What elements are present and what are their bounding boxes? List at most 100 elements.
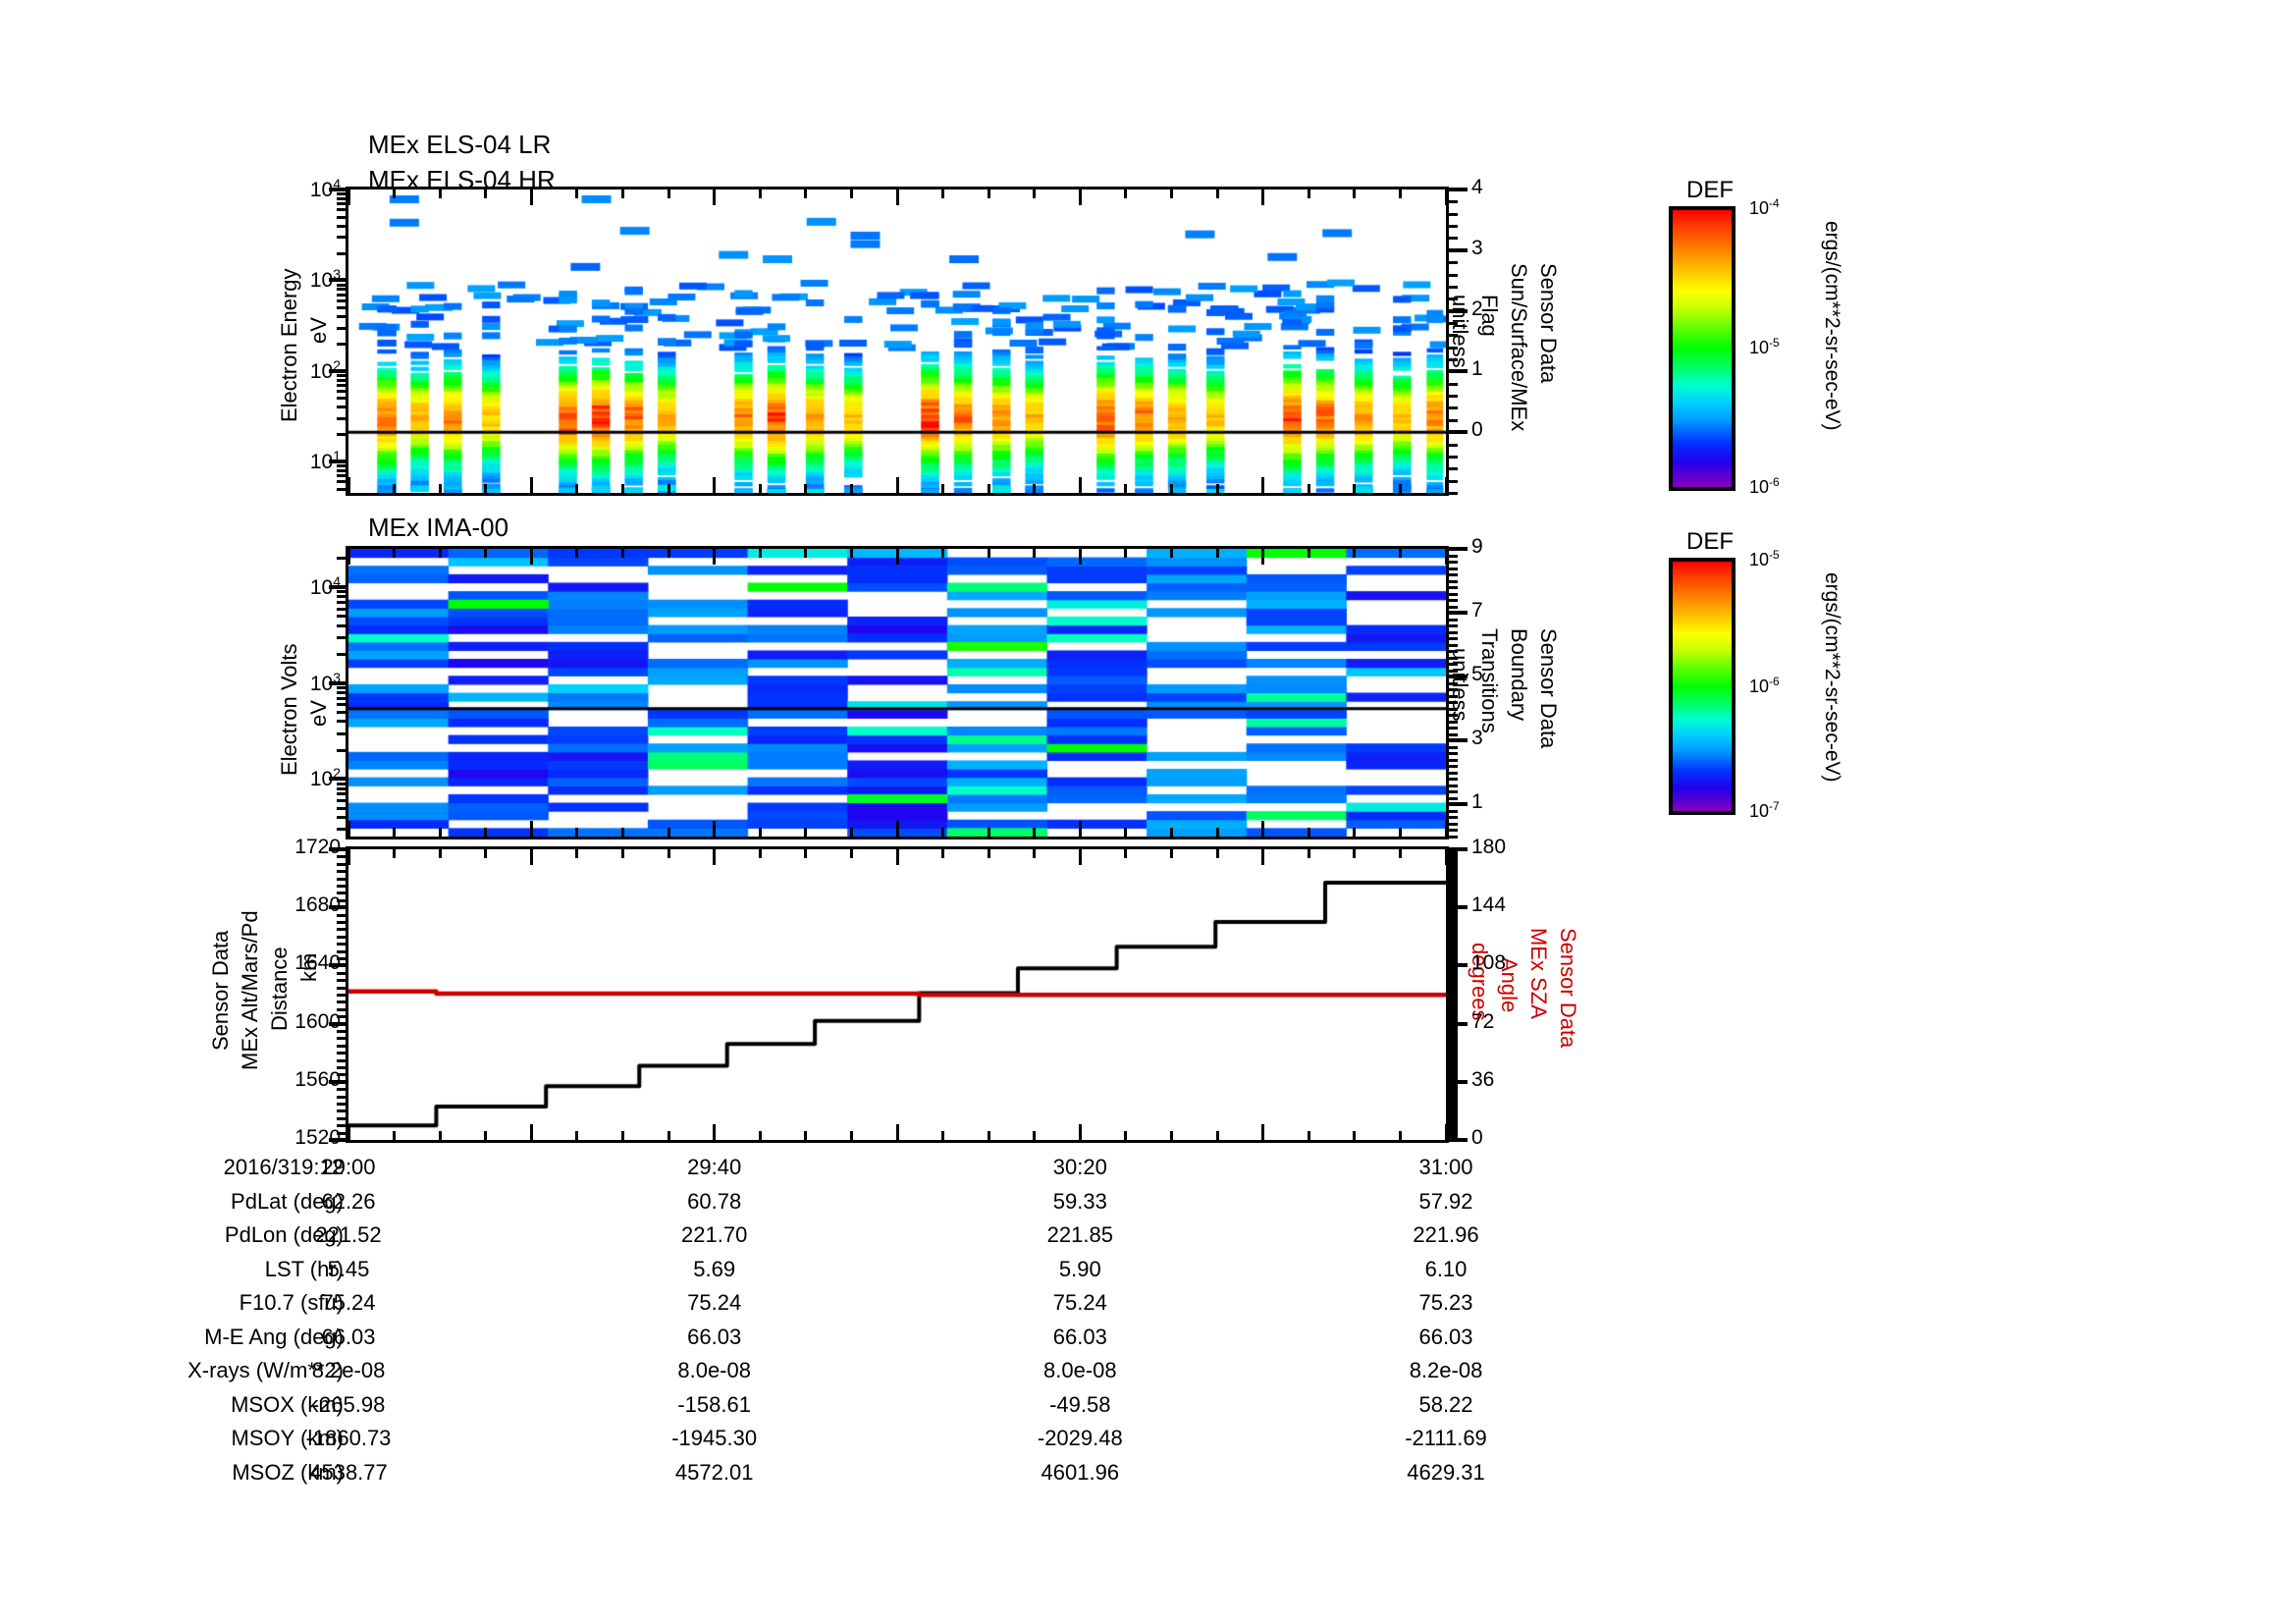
ima-ylabel-2: eV xyxy=(306,700,331,727)
tick-mark xyxy=(337,885,348,888)
tick-mark xyxy=(1446,630,1458,634)
tick-mark xyxy=(1398,484,1402,493)
tick-mark xyxy=(484,849,488,858)
tick-mark xyxy=(1446,212,1458,216)
tick-mark xyxy=(337,798,348,802)
ytick-label-p1: 104 xyxy=(309,572,341,599)
tick-mark xyxy=(1124,828,1128,837)
tick-mark xyxy=(337,848,348,851)
els-ylabel-2: eV xyxy=(306,317,331,344)
right-ytick-label-p1: 5 xyxy=(1471,663,1483,686)
tick-mark xyxy=(1307,549,1310,558)
tick-mark xyxy=(621,189,624,198)
tick-mark xyxy=(1446,370,1458,374)
tick-mark xyxy=(347,821,350,837)
tick-mark xyxy=(1124,1131,1128,1140)
tick-mark xyxy=(713,549,717,565)
tick-mark xyxy=(1444,849,1448,865)
tick-mark xyxy=(337,390,348,394)
tick-mark xyxy=(1446,745,1458,749)
tick-mark xyxy=(1446,765,1458,769)
tick-mark xyxy=(337,686,348,689)
tick-mark xyxy=(337,1073,348,1077)
xtick-label-0: 29:00 xyxy=(321,1155,376,1179)
table-row-label: LST (hr) xyxy=(264,1256,344,1281)
tick-mark xyxy=(337,792,348,796)
tick-mark xyxy=(1446,248,1458,252)
tick-mark xyxy=(393,189,397,198)
tick-mark xyxy=(849,849,853,858)
tick-mark xyxy=(1446,261,1458,265)
tick-mark xyxy=(393,549,397,558)
tick-mark xyxy=(895,549,899,565)
tick-mark xyxy=(849,549,853,558)
tick-mark xyxy=(895,189,899,205)
table-cell: 4572.01 xyxy=(674,1459,754,1485)
ytick-label-p0: 102 xyxy=(309,356,341,383)
tick-mark xyxy=(1215,484,1219,493)
tick-mark xyxy=(1446,720,1458,724)
tick-mark xyxy=(1446,455,1458,459)
tick-mark xyxy=(337,196,348,200)
tick-mark xyxy=(1446,567,1458,570)
tick-mark xyxy=(337,928,348,932)
tick-mark xyxy=(1307,484,1310,493)
tick-mark xyxy=(337,1080,348,1084)
right-ytick-label-p2: 72 xyxy=(1471,1009,1495,1033)
colorbar-2 xyxy=(1669,558,1735,815)
tick-mark xyxy=(1446,599,1458,603)
tick-mark xyxy=(1170,549,1173,558)
tick-mark xyxy=(337,986,348,990)
tick-mark xyxy=(1446,752,1458,756)
tick-mark xyxy=(1398,549,1402,558)
tick-mark xyxy=(1446,739,1458,743)
tick-mark xyxy=(1446,237,1458,241)
table-cell: -49.58 xyxy=(1049,1391,1111,1417)
tick-mark xyxy=(621,849,624,858)
ytick-label-p0: 103 xyxy=(309,266,341,293)
tick-mark xyxy=(575,484,579,493)
tick-mark xyxy=(1446,784,1458,787)
tick-mark xyxy=(438,1131,442,1140)
tick-mark xyxy=(337,283,348,287)
table-cell: 221.85 xyxy=(1046,1222,1113,1247)
tick-mark xyxy=(1446,492,1458,495)
tick-mark xyxy=(1446,694,1458,698)
tick-mark xyxy=(529,1124,533,1140)
table-cell: 8.0e-08 xyxy=(1043,1358,1117,1382)
tick-mark xyxy=(1446,605,1458,609)
tick-mark xyxy=(1307,828,1310,837)
tick-mark xyxy=(1446,612,1458,616)
tick-mark xyxy=(849,484,853,493)
tick-mark xyxy=(987,189,990,198)
tick-mark xyxy=(1444,549,1448,565)
tick-mark xyxy=(804,849,808,858)
tick-mark xyxy=(1446,688,1458,692)
table-cell: 60.78 xyxy=(687,1188,742,1214)
right-ytick-label-p1: 9 xyxy=(1471,535,1483,558)
tick-mark xyxy=(849,1131,853,1140)
tick-mark xyxy=(1124,849,1128,858)
tick-mark xyxy=(337,600,348,604)
tick-mark xyxy=(484,484,488,493)
tick-mark xyxy=(1307,189,1310,198)
tick-mark xyxy=(393,484,397,493)
tick-mark xyxy=(987,849,990,858)
tick-mark xyxy=(337,748,348,752)
ytick-label-p2: 1520 xyxy=(294,1126,341,1149)
sza-right-label-1: Sensor Data xyxy=(1556,928,1580,1049)
tick-mark xyxy=(337,921,348,924)
tick-mark xyxy=(529,477,533,493)
tick-mark xyxy=(758,189,762,198)
colorbar-2-tick-mid: 10-6 xyxy=(1749,675,1780,696)
table-cell: 66.03 xyxy=(687,1324,742,1349)
colorbar-2-unit: ergs/(cm**2-sr-sec-eV) xyxy=(1821,572,1843,783)
tick-mark xyxy=(1446,822,1458,826)
tick-mark xyxy=(1078,549,1082,565)
tick-mark xyxy=(337,855,348,859)
right-ytick-label-p2: 0 xyxy=(1471,1126,1483,1149)
ima-spectrogram xyxy=(348,549,1446,837)
tick-mark xyxy=(621,1131,624,1140)
tick-mark xyxy=(337,1001,348,1004)
tick-mark xyxy=(1398,828,1402,837)
